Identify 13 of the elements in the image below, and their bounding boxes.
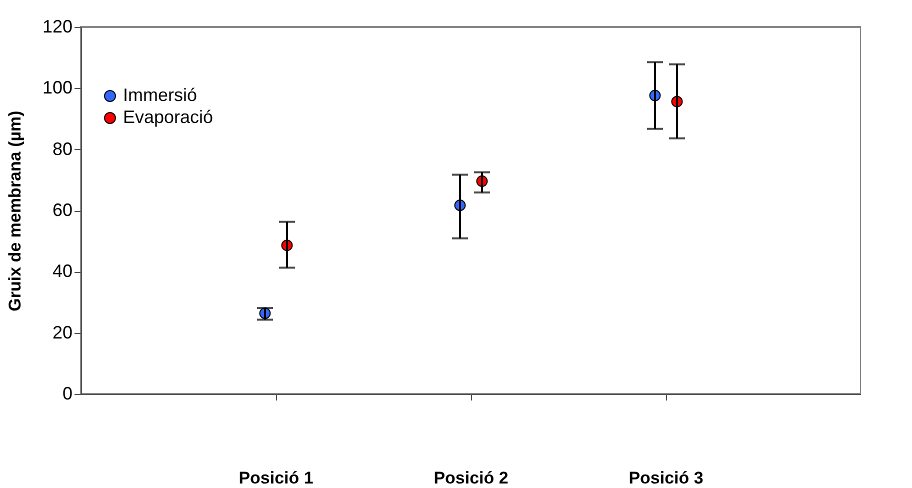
x-tick-label: Posició 2 — [434, 468, 508, 488]
y-axis-title: Gruix de membrana (µm) — [5, 110, 24, 312]
legend-label: Immersió — [123, 85, 198, 105]
y-tick-label: 0 — [62, 384, 72, 404]
y-tick-label: 80 — [52, 138, 72, 159]
y-tick-label: 40 — [52, 261, 72, 282]
x-tick-label: Posició 3 — [628, 468, 704, 488]
legend-label: Evaporació — [123, 107, 214, 127]
x-tick-label: Posició 1 — [238, 468, 314, 488]
y-tick-label: 20 — [52, 322, 72, 342]
y-tick-label: 120 — [42, 16, 72, 36]
y-tick-label: 100 — [42, 78, 72, 98]
y-tick-label: 60 — [52, 200, 72, 220]
